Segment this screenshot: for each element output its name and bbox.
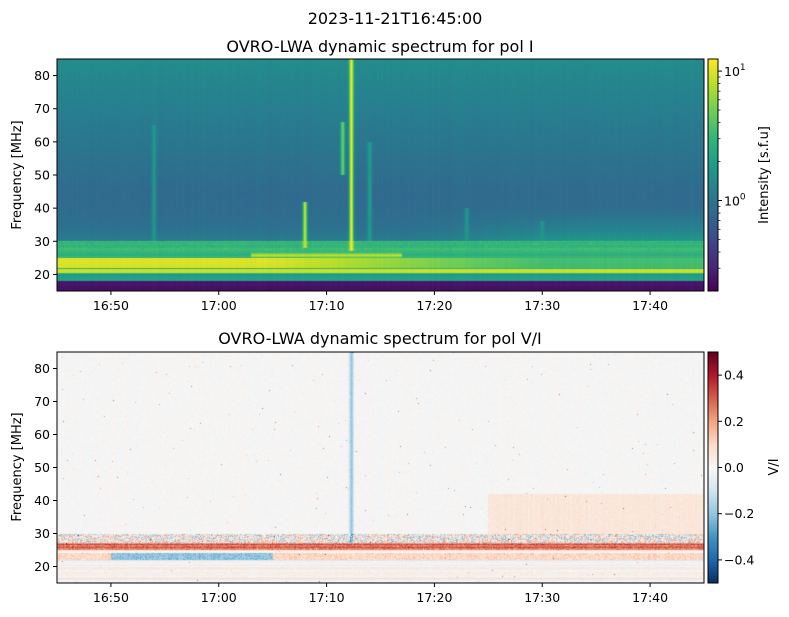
axes-frame xyxy=(56,58,705,292)
heatmap-pol-i xyxy=(57,59,704,291)
y-tick-label: 80 xyxy=(34,68,50,83)
x-tick-label: 17:10 xyxy=(309,590,345,605)
x-tick-label: 17:30 xyxy=(524,590,560,605)
ylabel-pol-i: Frequency [MHz] xyxy=(10,120,25,229)
x-tick-label: 17:20 xyxy=(416,298,452,313)
y-tick-label: 40 xyxy=(34,493,50,508)
x-tick-label: 16:50 xyxy=(93,298,129,313)
colorbar-pol-i xyxy=(708,59,718,291)
y-tick-label: 50 xyxy=(34,460,50,475)
x-tick-label: 17:00 xyxy=(201,590,237,605)
colorbar-label-pol-vi: V/I xyxy=(767,458,782,475)
y-tick-label: 20 xyxy=(34,559,50,574)
x-tick-label: 16:50 xyxy=(93,590,129,605)
ylabel-pol-vi: Frequency [MHz] xyxy=(10,412,25,521)
y-tick-label: 70 xyxy=(34,101,50,116)
title-pol-i: OVRO-LWA dynamic spectrum for pol I xyxy=(226,37,533,56)
colorbar-tick-label: −0.4 xyxy=(724,552,754,567)
colorbar-frame xyxy=(707,58,719,292)
colorbar-tick-label: 100 xyxy=(724,193,746,209)
x-tick-label: 17:20 xyxy=(416,590,452,605)
colorbar-tick-label: 0.2 xyxy=(724,414,744,429)
colorbar-tick-label: −0.2 xyxy=(724,506,754,521)
y-tick-label: 30 xyxy=(34,526,50,541)
colorbar-frame xyxy=(707,351,719,584)
x-tick-label: 17:10 xyxy=(309,298,345,313)
x-tick-label: 17:00 xyxy=(201,298,237,313)
y-tick-label: 60 xyxy=(34,427,50,442)
colorbar-pol-vi xyxy=(708,352,718,583)
colorbar-tick-label: 101 xyxy=(724,63,746,79)
y-tick-label: 70 xyxy=(34,394,50,409)
heatmap-pol-vi xyxy=(57,352,704,583)
x-tick-label: 17:40 xyxy=(632,590,668,605)
colorbar-tick-label: 0.4 xyxy=(724,368,744,383)
colorbar-tick-label: 0.0 xyxy=(724,460,744,475)
x-tick-label: 17:40 xyxy=(632,298,668,313)
y-tick-label: 40 xyxy=(34,201,50,216)
title-pol-vi: OVRO-LWA dynamic spectrum for pol V/I xyxy=(218,329,542,348)
x-tick-label: 17:30 xyxy=(524,298,560,313)
y-tick-label: 20 xyxy=(34,267,50,282)
y-tick-label: 30 xyxy=(34,234,50,249)
y-tick-label: 60 xyxy=(34,134,50,149)
suptitle: 2023-11-21T16:45:00 xyxy=(308,9,483,28)
y-tick-label: 50 xyxy=(34,168,50,183)
colorbar-label-pol-i: Intensity [s.f.u] xyxy=(757,126,772,224)
y-tick-label: 80 xyxy=(34,361,50,376)
axes-frame xyxy=(56,351,705,584)
